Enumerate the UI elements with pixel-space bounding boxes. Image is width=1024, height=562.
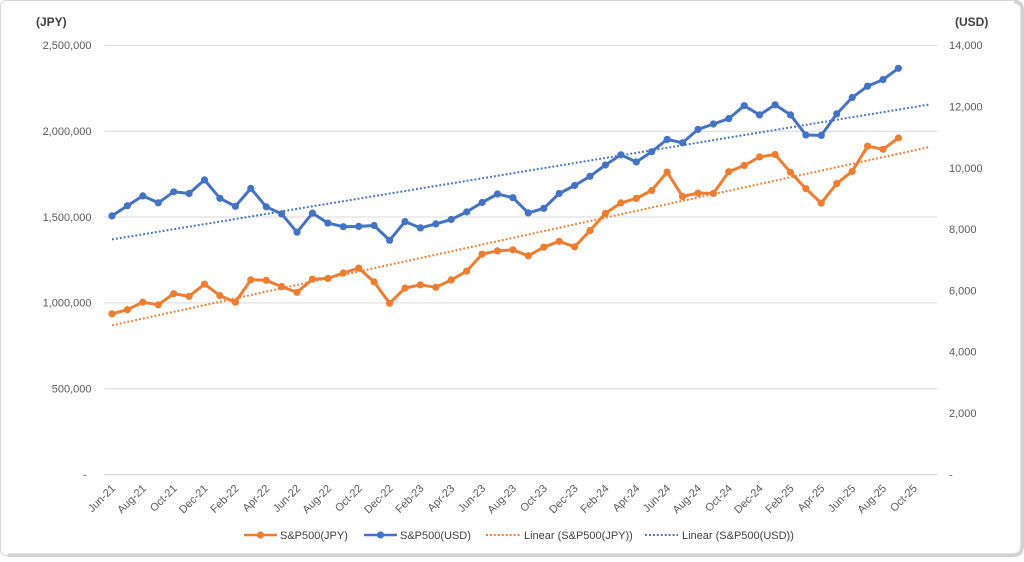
svg-text:500,000: 500,000 <box>52 384 92 396</box>
svg-text:-: - <box>83 469 87 481</box>
svg-text:8,000: 8,000 <box>949 224 977 236</box>
svg-text:1,500,000: 1,500,000 <box>43 212 92 224</box>
svg-text:-: - <box>949 469 953 481</box>
svg-text:S&P500(USD): S&P500(USD) <box>400 530 471 542</box>
svg-text:6,000: 6,000 <box>949 285 977 297</box>
svg-text:2,000: 2,000 <box>949 408 977 420</box>
svg-text:12,000: 12,000 <box>949 101 983 113</box>
svg-text:2,500,000: 2,500,000 <box>43 40 92 52</box>
svg-text:(JPY): (JPY) <box>36 15 67 29</box>
svg-text:4,000: 4,000 <box>949 347 977 359</box>
svg-text:2,000,000: 2,000,000 <box>43 126 92 138</box>
svg-text:Linear (S&P500(JPY)): Linear (S&P500(JPY)) <box>524 530 633 542</box>
svg-text:1,000,000: 1,000,000 <box>43 298 92 310</box>
svg-text:10,000: 10,000 <box>949 163 983 175</box>
svg-text:(USD): (USD) <box>955 15 988 29</box>
svg-text:14,000: 14,000 <box>949 40 983 52</box>
svg-text:Linear (S&P500(USD)): Linear (S&P500(USD)) <box>682 530 794 542</box>
svg-text:S&P500(JPY): S&P500(JPY) <box>280 530 348 542</box>
